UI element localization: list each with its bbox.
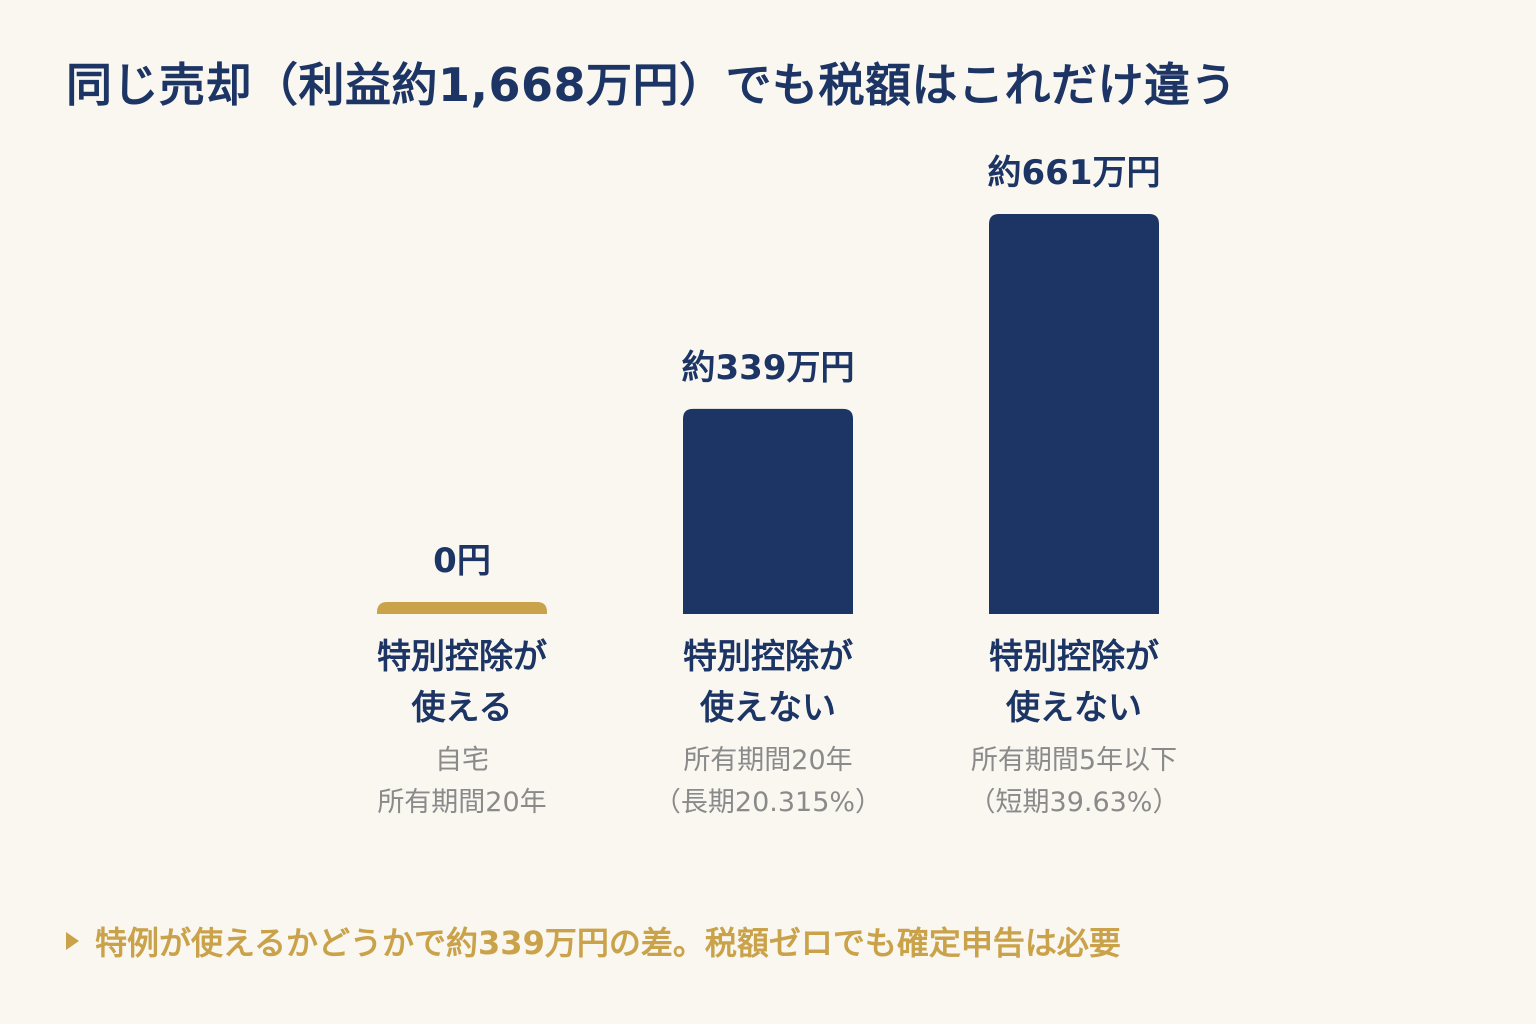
category-detail-2: 所有期間20年 （長期20.315%）: [653, 745, 883, 818]
category-detail-1: 自宅 所有期間20年: [377, 745, 547, 818]
bar-value-label-3: 約661万円: [988, 153, 1161, 193]
chart-title: 同じ売却（利益約1,668万円）でも税額はこれだけ違う: [66, 58, 1238, 112]
category-label-1: 特別控除が 使える自宅 所有期間20年: [312, 632, 612, 824]
bar-value-label-2: 約339万円: [682, 348, 855, 388]
footnote-text: 特例が使えるかどうかで約339万円の差。税額ゼロでも確定申告は必要: [95, 924, 1121, 962]
bar-3: [989, 214, 1159, 614]
triangle-right-icon: [66, 932, 79, 950]
bar-1: [377, 602, 547, 614]
category-label-3: 特別控除が 使えない所有期間5年以下 （短期39.63%）: [924, 632, 1224, 824]
footnote: 特例が使えるかどうかで約339万円の差。税額ゼロでも確定申告は必要: [66, 918, 1121, 964]
category-name-1: 特別控除が 使える: [377, 637, 547, 728]
bar-value-label-1: 0円: [433, 541, 491, 581]
category-detail-3: 所有期間5年以下 （短期39.63%）: [968, 745, 1180, 818]
category-name-3: 特別控除が 使えない: [989, 637, 1159, 728]
bar-2: [683, 408, 853, 614]
category-label-2: 特別控除が 使えない所有期間20年 （長期20.315%）: [618, 632, 918, 824]
category-name-2: 特別控除が 使えない: [683, 637, 853, 728]
